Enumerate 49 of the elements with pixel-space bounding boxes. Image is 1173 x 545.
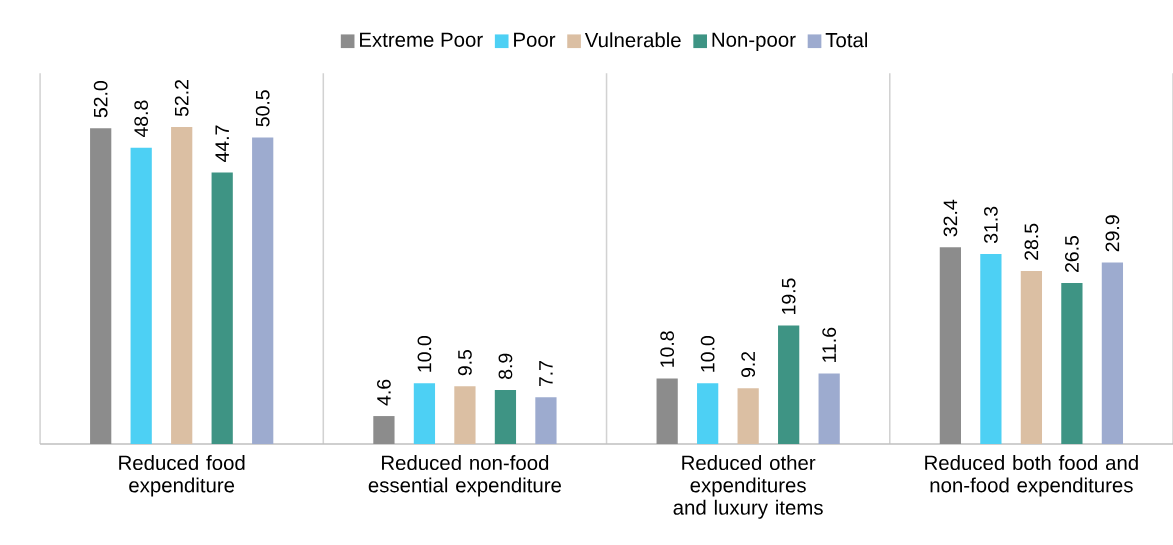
data-label: 9.2 — [741, 351, 756, 377]
bar — [373, 415, 395, 444]
data-label: 10.0 — [417, 335, 432, 372]
data-label: 32.4 — [943, 199, 958, 237]
data-label: 28.5 — [1024, 223, 1039, 260]
data-label: 52.0 — [93, 80, 108, 118]
data-label: 50.5 — [255, 89, 270, 127]
bar — [818, 373, 840, 444]
x-tick-label: Reduced both food and non-food expenditures — [925, 454, 1138, 497]
bar — [939, 247, 961, 444]
data-label: 7.7 — [539, 360, 553, 386]
data-label: 11.6 — [822, 327, 837, 362]
legend-label: Non-poor — [712, 32, 796, 51]
data-label: 10.0 — [700, 335, 715, 372]
data-label: 29.9 — [1105, 215, 1120, 252]
legend-label: Extreme Poor — [360, 32, 483, 47]
bar — [737, 387, 759, 444]
bar — [454, 386, 476, 444]
bar — [130, 147, 152, 444]
bar — [697, 383, 719, 444]
bar — [90, 128, 112, 444]
legend-label: Poor — [514, 32, 556, 47]
x-tick-label: Reduced non-food essential expenditure — [368, 454, 561, 497]
bar — [413, 383, 436, 444]
legend-label: Total — [825, 32, 868, 48]
data-label: 4.6 — [377, 379, 391, 406]
bar — [656, 378, 678, 444]
data-label: 19.5 — [781, 278, 796, 314]
x-tick-label: Reduced other expenditures and luxury items — [673, 454, 823, 519]
bar — [171, 126, 193, 444]
bar — [252, 137, 274, 444]
bar — [1101, 262, 1124, 444]
data-label: 52.2 — [174, 79, 189, 116]
data-label: 44.7 — [215, 125, 229, 162]
bar — [535, 397, 557, 444]
bar — [494, 389, 517, 444]
bar — [980, 253, 1002, 444]
bar — [1020, 270, 1043, 444]
data-label: 48.8 — [134, 100, 149, 137]
data-label: 26.5 — [1065, 235, 1079, 272]
data-label: 8.9 — [498, 353, 513, 379]
data-label: 31.3 — [984, 206, 998, 243]
x-tick-label: Reduced food expenditure — [119, 454, 245, 497]
bar — [778, 325, 800, 444]
bar — [211, 172, 233, 444]
data-label: 9.5 — [458, 349, 472, 376]
data-label: 10.8 — [660, 331, 675, 367]
bar — [1061, 282, 1083, 444]
legend-label: Vulnerable — [584, 32, 681, 48]
